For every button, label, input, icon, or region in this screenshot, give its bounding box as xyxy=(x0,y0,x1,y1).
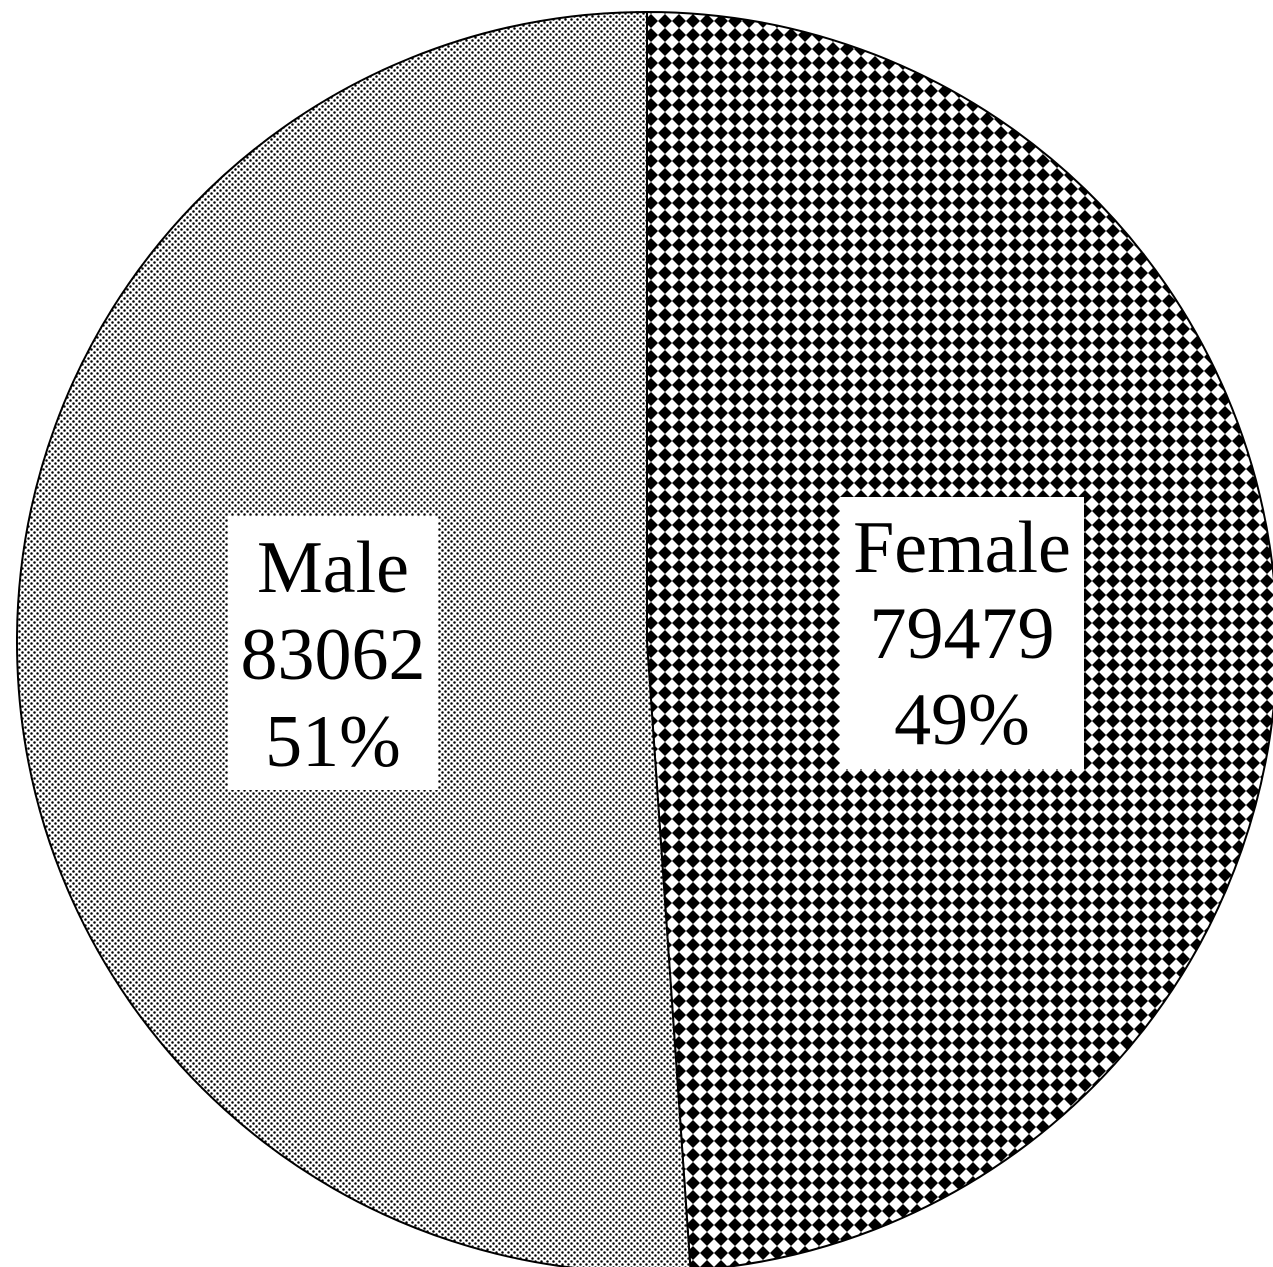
slice-label-male-value: 83062 xyxy=(241,614,426,696)
slice-label-female-percent: 49% xyxy=(894,679,1030,761)
slice-label-male-name: Male xyxy=(257,527,409,609)
pie-slices xyxy=(16,10,1273,1267)
slice-label-female: Female 79479 49% xyxy=(840,497,1084,769)
slice-label-female-box xyxy=(840,497,1084,769)
slice-label-male: Male 83062 51% xyxy=(228,516,438,790)
slice-label-female-value: 79479 xyxy=(870,593,1055,675)
slice-label-male-percent: 51% xyxy=(265,701,401,783)
slice-label-female-name: Female xyxy=(853,507,1071,589)
slice-label-male-box xyxy=(228,516,438,790)
